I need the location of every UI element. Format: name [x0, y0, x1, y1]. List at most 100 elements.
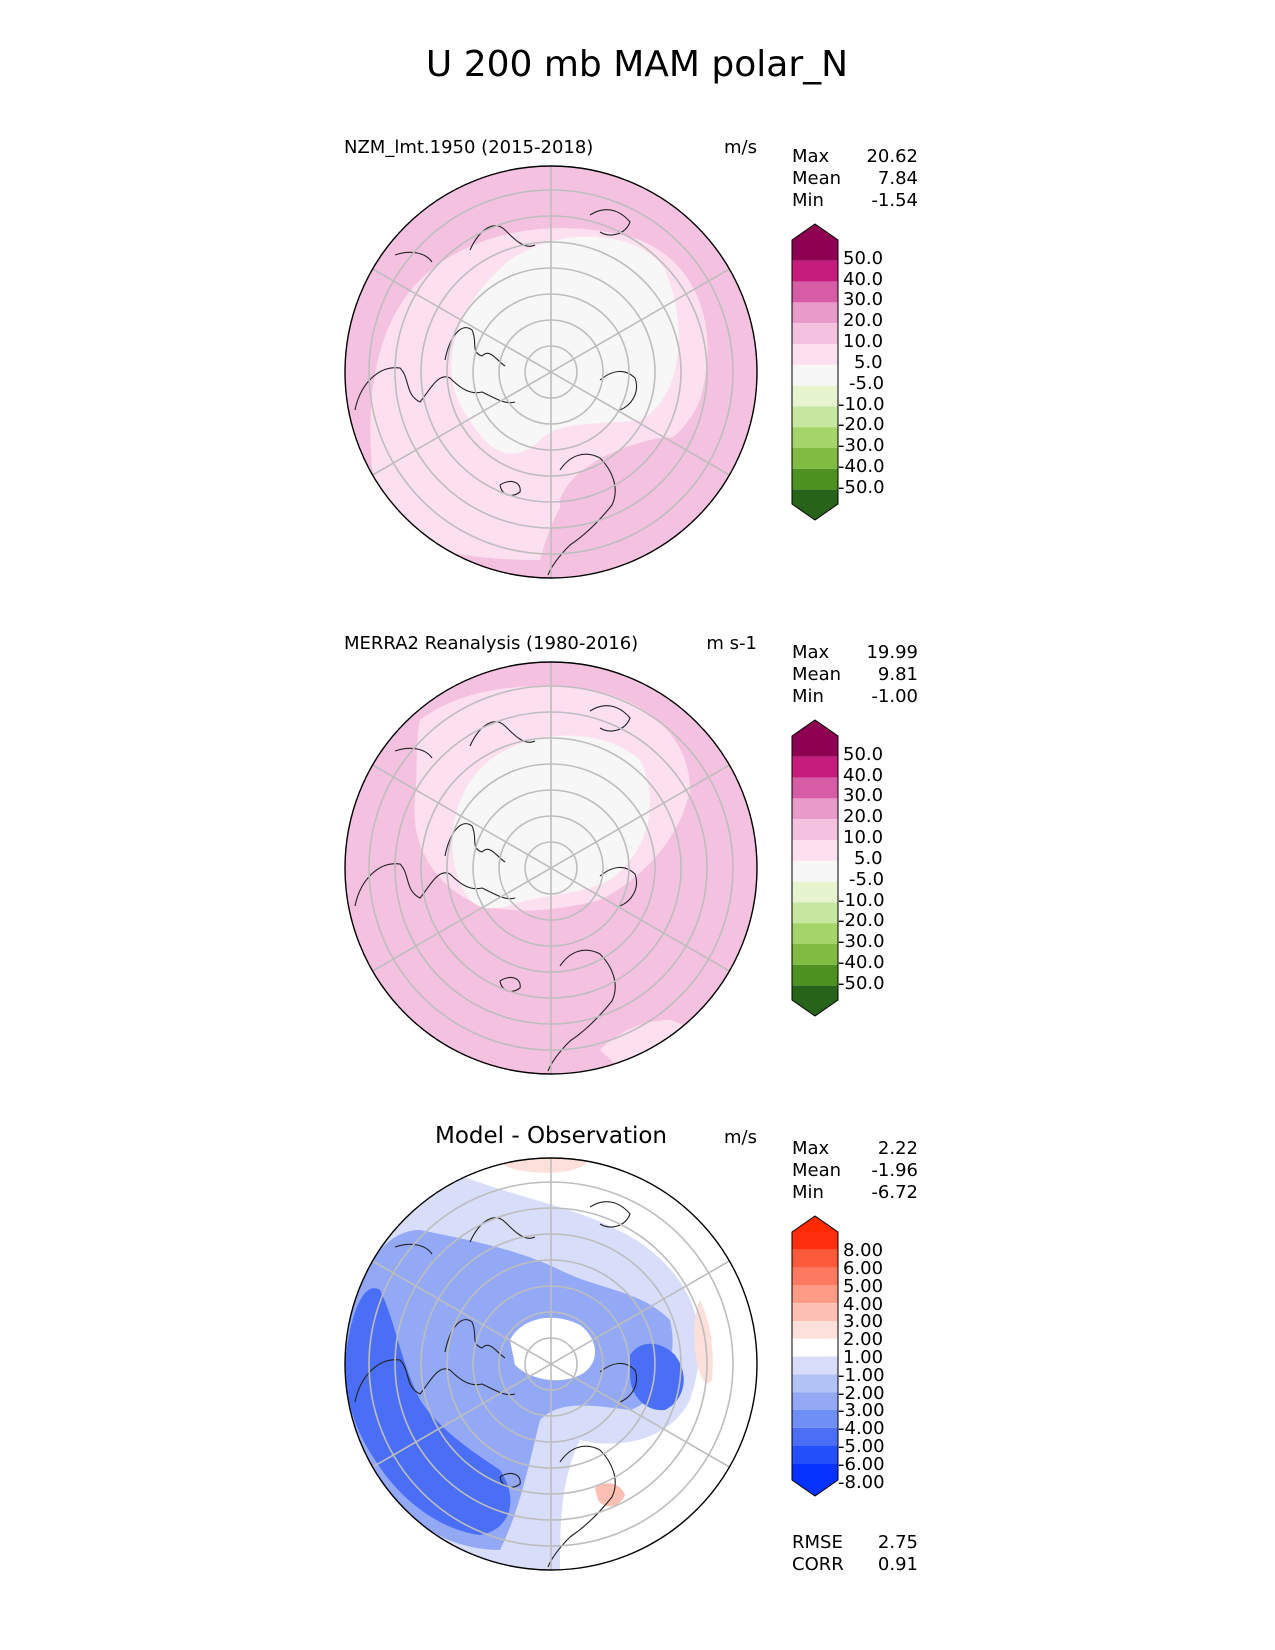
stat-mean-label: Mean: [792, 1160, 841, 1181]
colorbar-diff-tick-4: 3.00: [843, 1311, 883, 1332]
colorbar-diff-tick-3: 4.00: [843, 1294, 883, 1315]
colorbar-model-tick-10: -40.0: [838, 456, 885, 477]
colorbar-model: 50.0 40.0 30.0 20.0 10.0 5.0 -5.0 -10.0 …: [791, 223, 885, 521]
colorbar-diff-tick-2: 5.00: [843, 1276, 883, 1297]
colorbar-obs-seg-9: [792, 798, 838, 820]
colorbar-diff-bottom-extend: [792, 1480, 838, 1496]
colorbar-obs-seg-6: [792, 860, 838, 882]
colorbar-model-tick-11: -50.0: [838, 477, 885, 498]
colorbar-model-tick-2: 30.0: [843, 289, 883, 310]
field-kamchatka-positive: [595, 1483, 625, 1507]
colorbar-model-bottom-extend: [792, 504, 838, 520]
colorbar-obs-tick-5: 5.0: [854, 848, 883, 869]
colorbar-diff-seg-6: [792, 1356, 838, 1375]
stat-min-value: -1.00: [871, 686, 918, 707]
colorbar-obs-tick-6: -5.0: [849, 869, 884, 890]
colorbar-obs-top-extend: [792, 720, 838, 736]
colorbar-diff-seg-3: [792, 1410, 838, 1428]
colorbar-diff-seg-5: [792, 1374, 838, 1393]
colorbar-model-outline: [791, 223, 839, 521]
colorbar-model-tick-1: 40.0: [843, 269, 883, 290]
metric-rmse-value: 2.75: [878, 1532, 918, 1553]
colorbar-model-seg-10: [792, 281, 838, 303]
colorbar-model-tick-8: -20.0: [838, 414, 885, 435]
colorbar-diff-seg-10: [792, 1285, 838, 1304]
colorbar-diff-seg-11: [792, 1267, 838, 1286]
panel-model-units: m/s: [724, 137, 757, 158]
colorbar-obs-tick-1: 40.0: [843, 765, 883, 786]
colorbar-model-seg-0: [792, 489, 838, 504]
field-pacific-jet: [560, 437, 735, 572]
stat-mean-label: Mean: [792, 168, 841, 189]
colorbar-model-tick-5: 5.0: [854, 352, 883, 373]
colorbar-diff-tick-5: 2.00: [843, 1329, 883, 1350]
colorbar-model-tick-6: -5.0: [849, 373, 884, 394]
map-boundary-diff: [344, 1157, 758, 1571]
colorbar-diff-seg-2: [792, 1427, 838, 1446]
colorbar-obs-tick-7: -10.0: [838, 890, 885, 911]
metric-rmse-label: RMSE: [792, 1532, 843, 1553]
colorbar-model-tick-4: 10.0: [843, 331, 883, 352]
colorbar-model-seg-6: [792, 364, 838, 386]
field-pacific-positive: [694, 1300, 713, 1384]
colorbar-diff-tick-10: -4.00: [838, 1418, 885, 1439]
colorbar-model-seg-11: [792, 260, 838, 282]
colorbar-obs-seg-12: [792, 736, 838, 757]
colorbar-obs-seg-5: [792, 881, 838, 903]
panel-diff-stats: Max 2.22 Mean -1.96 Min -6.72: [792, 1138, 918, 1203]
stat-max-label: Max: [792, 1138, 830, 1159]
colorbar-diff-tick-0: 8.00: [843, 1240, 883, 1261]
colorbar-diff-tick-7: -1.00: [838, 1365, 885, 1386]
colorbar-diff-seg-8: [792, 1321, 838, 1339]
colorbar-obs-seg-1: [792, 964, 838, 986]
colorbar-model-tick-7: -10.0: [838, 394, 885, 415]
panel-diff: Model - Observation m/s Max 2.22 Mean -1…: [344, 1123, 918, 1575]
colorbar-diff-tick-1: 6.00: [843, 1258, 883, 1279]
panel-model-title: NZM_lmt.1950 (2015-2018): [344, 137, 593, 158]
panel-model-stats: Max 20.62 Mean 7.84 Min -1.54: [792, 146, 918, 211]
stat-mean-label: Mean: [792, 664, 841, 685]
colorbar-model-tick-0: 50.0: [843, 248, 883, 269]
colorbar-diff-seg-13: [792, 1232, 838, 1250]
colorbar-model-tick-3: 20.0: [843, 310, 883, 331]
metric-corr-value: 0.91: [878, 1554, 918, 1575]
colorbar-diff-tick-9: -3.00: [838, 1400, 885, 1421]
colorbar-diff-tick-8: -2.00: [838, 1383, 885, 1404]
panel-model: NZM_lmt.1950 (2015-2018) m/s Max 20.62 M…: [344, 137, 918, 579]
colorbar-diff-seg-4: [792, 1392, 838, 1410]
stat-min-label: Min: [792, 190, 824, 211]
colorbar-obs-seg-7: [792, 840, 838, 861]
colorbar-model-seg-7: [792, 344, 838, 365]
colorbar-obs-seg-3: [792, 923, 838, 944]
metric-corr-label: CORR: [792, 1554, 844, 1575]
colorbar-model-seg-12: [792, 240, 838, 261]
stat-mean-value: -1.96: [871, 1160, 918, 1181]
colorbar-model-seg-8: [792, 323, 838, 344]
stat-min-label: Min: [792, 686, 824, 707]
colorbar-obs-tick-10: -40.0: [838, 952, 885, 973]
field-siberia-negative: [630, 1343, 684, 1411]
stat-max-value: 20.62: [866, 146, 918, 167]
stat-mean-value: 7.84: [878, 168, 918, 189]
field-north-positive: [500, 1158, 590, 1173]
colorbar-obs-tick-8: -20.0: [838, 910, 885, 931]
colorbar-model-seg-4: [792, 406, 838, 428]
colorbar-obs-bottom-extend: [792, 1000, 838, 1016]
panel-obs: MERRA2 Reanalysis (1980-2016) m s-1 Max …: [344, 633, 918, 1075]
colorbar-diff-seg-12: [792, 1249, 838, 1268]
colorbar-diff-outline: [791, 1215, 839, 1497]
colorbar-obs-seg-8: [792, 819, 838, 840]
colorbar-diff-tick-13: -8.00: [838, 1472, 885, 1493]
stat-min-value: -1.54: [871, 190, 918, 211]
figure-title: U 200 mb MAM polar_N: [426, 44, 848, 85]
colorbar-obs-tick-3: 20.0: [843, 806, 883, 827]
colorbar-diff-top-extend: [792, 1216, 838, 1232]
gridlines-model: [368, 166, 734, 578]
colorbar-model-seg-9: [792, 302, 838, 324]
stat-max-value: 2.22: [878, 1138, 918, 1159]
colorbar-obs-seg-10: [792, 777, 838, 799]
colorbar-diff-seg-0: [792, 1463, 838, 1480]
colorbar-obs-tick-2: 30.0: [843, 785, 883, 806]
stat-min-value: -6.72: [871, 1182, 918, 1203]
